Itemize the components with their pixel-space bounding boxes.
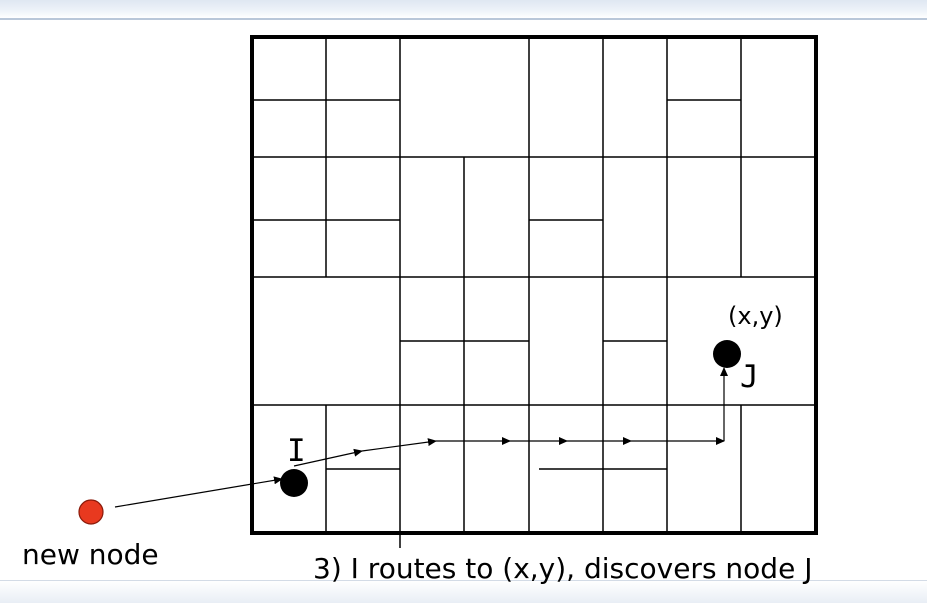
new-node-label: new node bbox=[22, 538, 159, 571]
zone-grid bbox=[252, 37, 816, 548]
coordinate-space-border bbox=[250, 35, 818, 535]
caption: 3) I routes to (x,y), discovers node J bbox=[313, 552, 813, 585]
route-hop-arrow bbox=[293, 448, 363, 467]
routing-path bbox=[293, 367, 728, 467]
node-i-dot bbox=[280, 469, 308, 497]
slide-bottom-band bbox=[0, 580, 927, 603]
route-hop-arrow bbox=[361, 438, 437, 452]
point-xy-label: (x,y) bbox=[728, 302, 783, 330]
join-arrow bbox=[114, 476, 283, 508]
node-i-label: I bbox=[287, 433, 306, 469]
slide-top-rule bbox=[0, 18, 927, 20]
node-j-dot bbox=[713, 340, 741, 368]
new-node-dot bbox=[78, 499, 104, 525]
slide-top-band bbox=[0, 0, 927, 18]
node-j-label: J bbox=[740, 359, 759, 395]
